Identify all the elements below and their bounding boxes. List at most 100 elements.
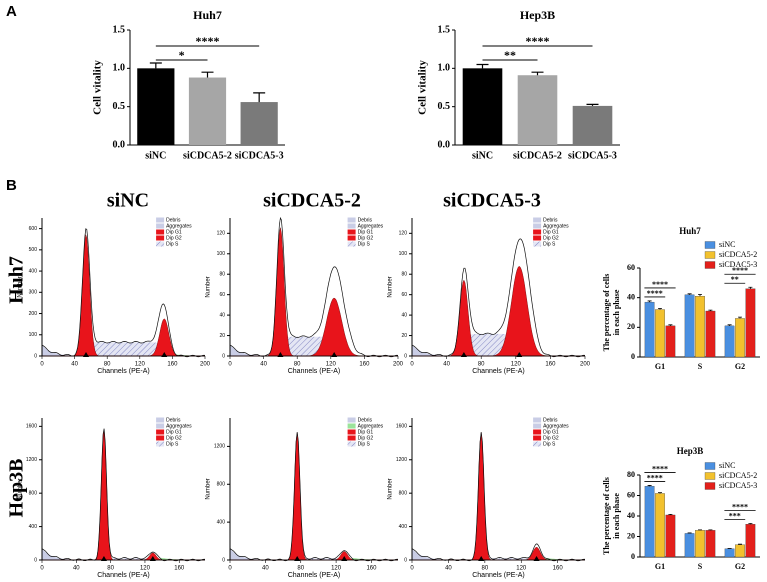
y-tick-label: 600 — [29, 226, 38, 232]
y-tick-label: 800 — [29, 491, 38, 497]
x-tick-label: 0 — [410, 566, 414, 572]
legend-label: siCDCA5-2 — [719, 471, 757, 480]
y-tick-label: 80 — [627, 470, 635, 479]
x-tick-label: siNC — [145, 150, 166, 161]
y-tick-label: 100 — [29, 332, 38, 338]
y-tick-label: 0.0 — [438, 139, 451, 150]
y-tick-label: 0 — [404, 557, 407, 563]
legend-swatch — [156, 229, 165, 235]
y-axis-label: Number — [18, 276, 24, 297]
x-tick-label: siCDCA5-3 — [568, 150, 617, 161]
bar — [705, 310, 716, 358]
error-bar — [201, 71, 214, 78]
legend-swatch — [704, 462, 716, 470]
debris-area — [230, 345, 398, 356]
y-axis-label: Number — [388, 478, 394, 499]
x-tick-label: 40 — [443, 362, 450, 368]
y-axis-label: Number — [206, 276, 212, 297]
legend-label: Dip G2 — [543, 435, 559, 441]
y-tick-label: 1600 — [26, 424, 37, 430]
legend-label: Dip G1 — [543, 429, 559, 435]
error-bar — [647, 300, 652, 303]
y-tick-label: 300 — [29, 290, 38, 296]
x-tick-label: 160 — [545, 362, 556, 368]
x-tick-label: S — [698, 362, 703, 371]
bar — [240, 102, 278, 145]
x-tick-label: 0 — [40, 566, 44, 572]
legend-label: siNC — [719, 240, 735, 249]
x-tick-label: 80 — [104, 362, 111, 368]
chart-title: Huh7 — [193, 8, 222, 22]
y-axis-label: in each phase — [612, 493, 621, 539]
s-phase-area — [230, 558, 398, 560]
x-tick-label: 120 — [326, 362, 337, 368]
legend-swatch — [704, 482, 716, 490]
y-tick-label: 100 — [399, 251, 408, 257]
bar — [684, 294, 695, 358]
error-bar — [687, 293, 692, 295]
histogram-trace — [41, 228, 206, 358]
y-tick-label: 1.0 — [438, 63, 451, 74]
y-tick-label: 500 — [29, 247, 38, 253]
panel-label: A — [6, 3, 17, 20]
y-axis-label: in each phase — [612, 289, 621, 335]
x-tick-label: G1 — [655, 562, 665, 571]
legend-swatch — [533, 235, 542, 241]
bar — [665, 325, 676, 358]
legend-swatch — [533, 223, 542, 229]
legend-label: Dip G2 — [166, 435, 182, 441]
bar — [724, 548, 735, 558]
x-tick-label: siNC — [472, 150, 493, 161]
y-tick-label: 0 — [222, 557, 225, 563]
error-bar — [708, 309, 713, 312]
x-tick-label: 80 — [107, 566, 114, 572]
y-tick-label: 0 — [34, 557, 37, 563]
bar — [705, 530, 716, 558]
x-axis-label: Channels (PE-A) — [97, 572, 150, 579]
x-tick-label: 40 — [262, 566, 269, 572]
error-bar — [708, 529, 713, 531]
legend-label: siCDCA5-2 — [719, 250, 757, 259]
x-axis-label: Channels (PE-A) — [288, 572, 341, 579]
y-tick-label: 20 — [627, 531, 635, 540]
legend-swatch — [156, 217, 165, 223]
x-tick-label: 160 — [366, 566, 377, 572]
debris-area — [412, 548, 585, 560]
bar — [724, 325, 735, 358]
x-axis-label: Channels (PE-A) — [288, 368, 341, 375]
error-bar — [647, 485, 652, 487]
legend-swatch — [347, 417, 356, 423]
y-tick-label: 100 — [217, 251, 226, 257]
legend-swatch — [533, 217, 542, 223]
error-bar — [149, 62, 162, 69]
error-bar — [748, 286, 753, 289]
legend-swatch — [347, 441, 356, 447]
bar — [572, 105, 613, 145]
x-tick-label: 40 — [71, 362, 78, 368]
legend-label: siCDCA5-3 — [719, 481, 757, 490]
legend-label: Debris — [358, 417, 373, 423]
legend-swatch — [533, 429, 542, 435]
x-tick-label: 160 — [167, 362, 178, 368]
bar — [644, 486, 655, 558]
significance-label: **** — [526, 34, 550, 48]
error-bar — [748, 523, 753, 525]
legend-swatch — [704, 251, 716, 259]
column-title: siNC — [107, 190, 149, 212]
x-tick-label: 40 — [260, 362, 267, 368]
bar — [644, 301, 655, 358]
significance-label: **** — [652, 464, 668, 473]
legend-label: Dip S — [166, 241, 179, 247]
bar — [695, 296, 705, 358]
x-tick-label: 200 — [200, 362, 211, 368]
y-tick-label: 40 — [219, 312, 225, 318]
legend-label: Dip G2 — [358, 435, 374, 441]
y-tick-label: 1.5 — [438, 24, 451, 35]
chart-title: Huh7 — [679, 226, 701, 236]
legend-swatch — [347, 241, 356, 247]
bar — [684, 533, 695, 558]
significance-label: **** — [196, 34, 220, 48]
bar — [745, 288, 756, 358]
panel-label: B — [6, 177, 17, 194]
